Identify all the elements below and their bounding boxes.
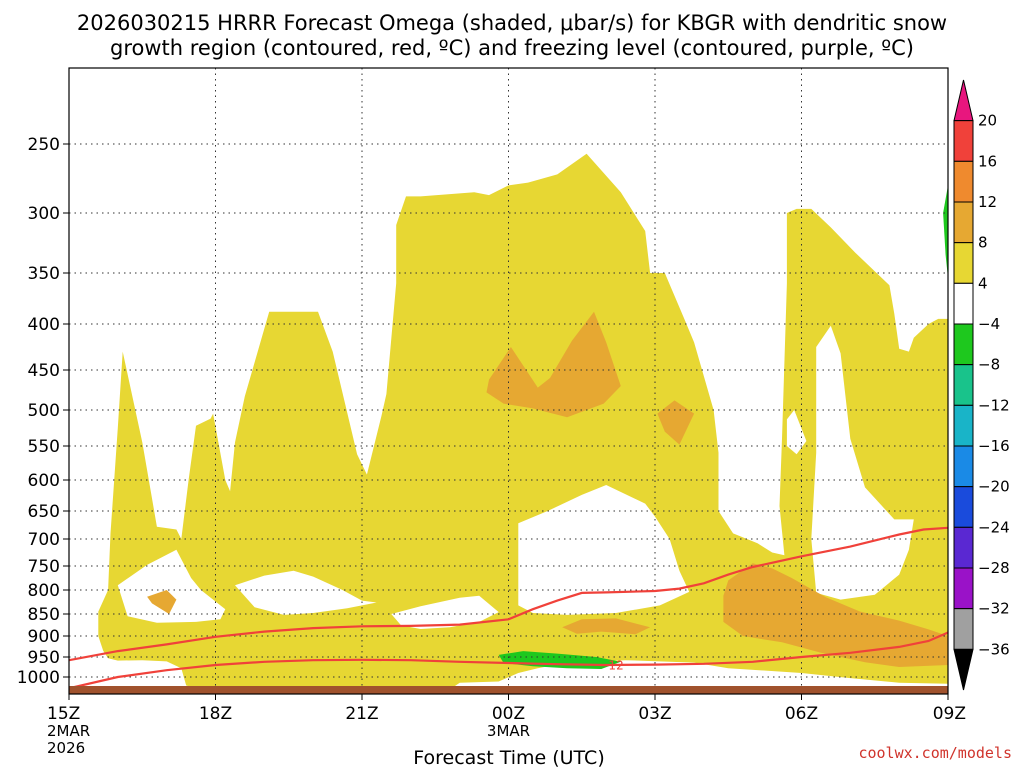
colorbar-label-2: 12 [978,193,997,211]
colorbar-label-7: −12 [978,396,1010,414]
omega-region-2 [235,570,377,615]
xtick-label-06Z: 06Z [785,704,818,724]
dgz-contour-label: −12 [598,658,623,672]
colorbar-bottom-triangle [953,648,974,691]
xtick-label-15Z: 15Z [47,704,80,724]
colorbar-bin-6 [953,323,974,366]
ytick-label-850: 850 [28,605,60,625]
chart-title-line-1: 2026030215 HRRR Forecast Omega (shaded, … [77,11,947,35]
colorbar-top-triangle [953,79,974,122]
colorbar-bin-10 [953,486,974,528]
dgz-contours: −12 [69,526,948,690]
omega-region-4 [391,595,499,629]
ytick-label-400: 400 [28,315,60,335]
colorbar-label-1: 16 [978,152,997,170]
omega-region-3 [518,485,690,615]
chart-title-line-2: growth region (contoured, red, ºC) and f… [110,36,914,60]
xtick-year-15Z: 2026 [47,739,85,757]
xtick-label-21Z: 21Z [345,704,378,724]
omega-region-1 [117,549,226,623]
omega-region-9 [147,590,177,614]
xtick-label-03Z: 03Z [638,704,671,724]
dgz-contour-0 [69,526,948,662]
xtick-sublabel-15Z: 2MAR [47,722,90,740]
omega-region-13 [943,185,948,279]
dgz-contour-1 [69,631,948,690]
omega-region-7 [486,311,621,418]
colorbar-label-3: 8 [978,234,988,252]
omega-region-0 [98,153,948,692]
omega-region-11 [723,563,948,667]
xtick-sublabel-00Z: 3MAR [487,722,530,740]
ytick-label-950: 950 [28,648,60,668]
colorbar-bin-7 [953,364,974,406]
xtick-label-18Z: 18Z [199,704,232,724]
ytick-label-500: 500 [28,401,60,421]
ytick-label-550: 550 [28,437,60,457]
ytick-label-1000: 1000 [17,668,60,688]
xtick-label-00Z: 00Z [492,704,525,724]
omega-region-5 [811,325,914,600]
plot-area: −12 [69,68,948,694]
colorbar-bin-5 [953,282,974,325]
ytick-label-350: 350 [28,264,60,284]
omega-region-10 [562,618,651,635]
colorbar-label-5: −4 [978,315,1000,333]
colorbar-label-6: −8 [978,356,1000,374]
colorbar-bin-4 [953,242,974,284]
ytick-label-650: 650 [28,502,60,522]
colorbar-bin-8 [953,404,974,447]
colorbar-bin-2 [953,160,974,203]
ytick-label-250: 250 [28,135,60,155]
colorbar-label-0: 20 [978,112,997,130]
ytick-label-300: 300 [28,204,60,224]
colorbar-label-13: −36 [978,640,1010,658]
colorbar-bin-3 [953,201,974,244]
colorbar-label-10: −24 [978,518,1010,536]
colorbar-bin-9 [953,445,974,488]
ytick-label-700: 700 [28,530,60,550]
x-axis-label: Forecast Time (UTC) [413,747,604,768]
colorbar-label-9: −20 [978,478,1010,496]
ytick-label-750: 750 [28,557,60,577]
colorbar-label-11: −28 [978,559,1010,577]
colorbar-bin-12 [953,567,974,610]
ytick-label-450: 450 [28,361,60,381]
ytick-label-800: 800 [28,581,60,601]
ytick-label-600: 600 [28,471,60,491]
omega-shaded-regions [98,153,948,692]
colorbar-bin-1 [953,120,974,162]
credit-text: coolwx.com/models [858,744,1012,762]
colorbar-bin-11 [953,526,974,569]
colorbar-legend: 20 16 12 8 4 −4 −8 −12 −16 −20 −24 −28 −32 −36 [953,79,1010,691]
omega-region-8 [657,400,695,445]
y-axis-pressure: 2503003504004505005506006507007508008509… [17,135,69,688]
xtick-label-09Z: 09Z [933,704,966,724]
colorbar-label-12: −32 [978,600,1010,618]
terrain-strip [69,686,948,694]
colorbar-label-4: 4 [978,274,988,292]
colorbar-label-8: −16 [978,437,1010,455]
colorbar-bin-13 [953,608,974,650]
ytick-label-900: 900 [28,627,60,647]
